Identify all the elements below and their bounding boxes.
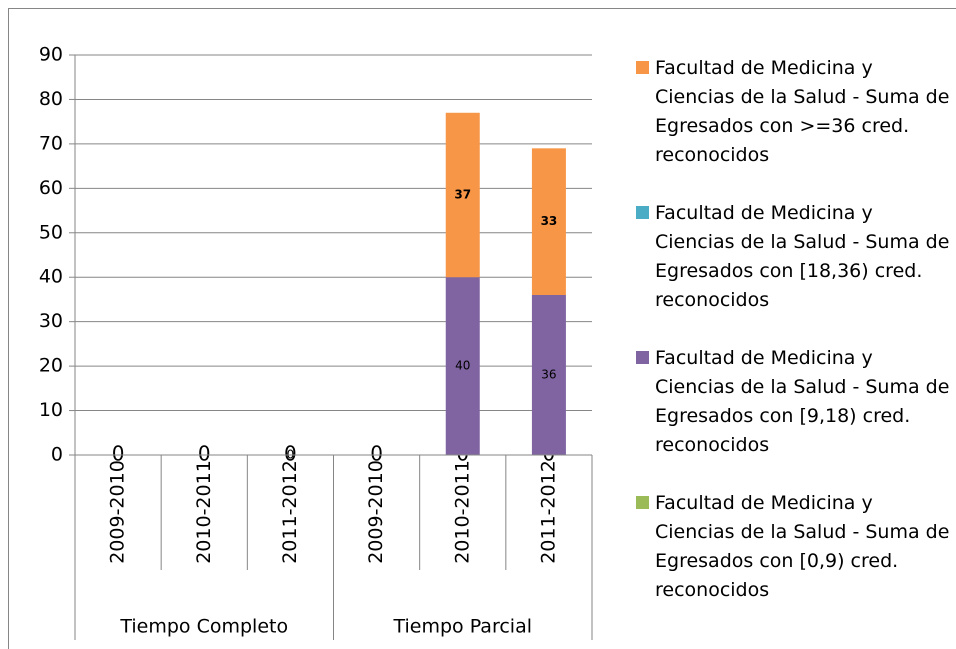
legend-label: Facultad de Medicina y Ciencias de la Sal… [655, 347, 949, 456]
y-tick-label: 40 [39, 266, 63, 288]
value-label: 33 [541, 214, 558, 228]
legend-swatch [636, 206, 649, 219]
y-tick-label: 70 [39, 132, 63, 154]
legend-swatch [636, 496, 649, 509]
value-label: 0 [112, 442, 125, 466]
y-tick-label: 0 [51, 444, 63, 466]
legend-label: Facultad de Medicina y Ciencias de la Sal… [655, 492, 949, 601]
value-label: 0 [198, 442, 211, 466]
legend-swatch [636, 351, 649, 364]
y-tick-label: 50 [39, 221, 63, 243]
legend-label: Facultad de Medicina y Ciencias de la Sal… [655, 57, 949, 166]
x-tick-label: 2009-2010 [365, 460, 387, 564]
y-tick-label: 20 [39, 355, 63, 377]
y-tick-label: 60 [39, 177, 63, 199]
y-tick-label: 30 [39, 310, 63, 332]
chart-border [8, 8, 956, 649]
legend-label: Facultad de Medicina y Ciencias de la Sal… [655, 202, 949, 311]
y-tick-label: 90 [39, 44, 63, 66]
bar-segment [531, 295, 566, 455]
x-tick-label: 2010-2011 [193, 460, 215, 564]
value-label: 37 [454, 188, 471, 202]
group-label: Tiempo Parcial [392, 616, 532, 638]
bar-segment [445, 277, 480, 455]
value-label: 40 [455, 359, 470, 373]
x-tick-label: 2011-2012 [537, 460, 559, 564]
value-label: 36 [541, 368, 556, 382]
x-tick-label: 2011-2012 [279, 460, 301, 564]
bar-segment [531, 148, 566, 295]
group-label: Tiempo Completo [119, 616, 288, 638]
bar-segment [445, 112, 480, 278]
value-label: 0 [370, 442, 383, 466]
y-tick-label: 80 [39, 88, 63, 110]
legend-swatch [636, 61, 649, 74]
value-label: 0 [284, 442, 297, 466]
x-tick-label: 2010-2011 [451, 460, 473, 564]
x-tick-label: 2009-2010 [107, 460, 129, 564]
y-tick-label: 10 [39, 399, 63, 421]
